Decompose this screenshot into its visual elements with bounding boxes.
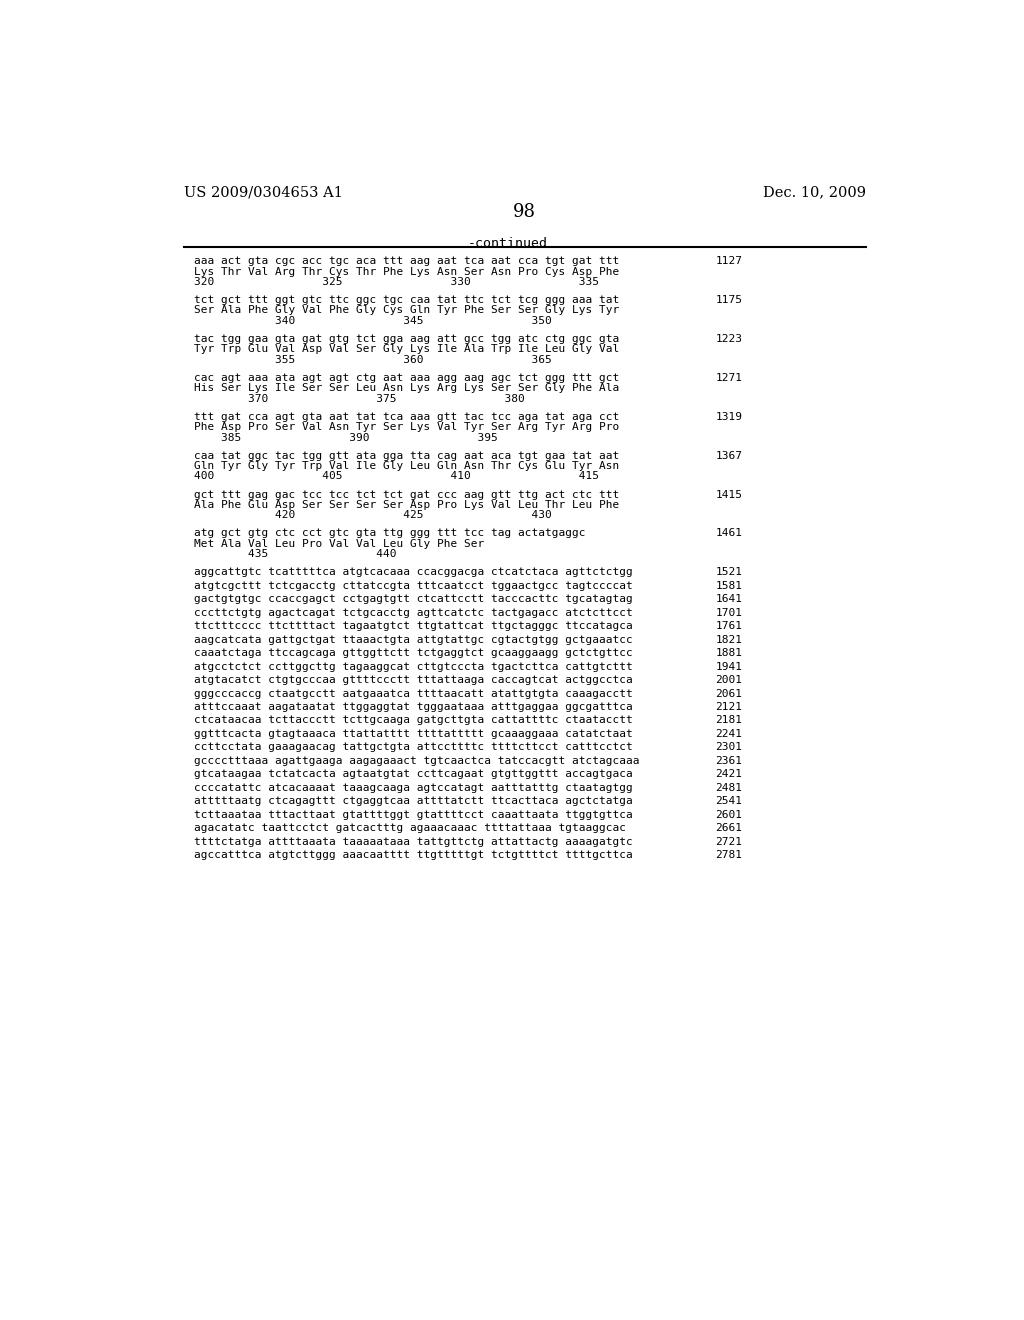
Text: 98: 98 — [513, 203, 537, 220]
Text: ttt gat cca agt gta aat tat tca aaa gtt tac tcc aga tat aga cct: ttt gat cca agt gta aat tat tca aaa gtt … — [194, 412, 620, 421]
Text: Tyr Trp Glu Val Asp Val Ser Gly Lys Ile Ala Trp Ile Leu Gly Val: Tyr Trp Glu Val Asp Val Ser Gly Lys Ile … — [194, 345, 620, 354]
Text: 2721: 2721 — [716, 837, 742, 846]
Text: ccccatattc atcacaaaat taaagcaaga agtccatagt aatttatttg ctaatagtgg: ccccatattc atcacaaaat taaagcaaga agtccat… — [194, 783, 633, 793]
Text: US 2009/0304653 A1: US 2009/0304653 A1 — [183, 185, 343, 199]
Text: caaatctaga ttccagcaga gttggttctt tctgaggtct gcaaggaagg gctctgttcc: caaatctaga ttccagcaga gttggttctt tctgagg… — [194, 648, 633, 659]
Text: Phe Asp Pro Ser Val Asn Tyr Ser Lys Val Tyr Ser Arg Tyr Arg Pro: Phe Asp Pro Ser Val Asn Tyr Ser Lys Val … — [194, 422, 620, 432]
Text: 1701: 1701 — [716, 607, 742, 618]
Text: 1461: 1461 — [716, 528, 742, 539]
Text: 2661: 2661 — [716, 824, 742, 833]
Text: Dec. 10, 2009: Dec. 10, 2009 — [763, 185, 866, 199]
Text: gggcccaccg ctaatgcctt aatgaaatca ttttaacatt atattgtgta caaagacctt: gggcccaccg ctaatgcctt aatgaaatca ttttaac… — [194, 689, 633, 698]
Text: 2781: 2781 — [716, 850, 742, 861]
Text: 385                390                395: 385 390 395 — [194, 433, 498, 442]
Text: 435                440: 435 440 — [194, 549, 396, 560]
Text: 1175: 1175 — [716, 296, 742, 305]
Text: agccatttca atgtcttggg aaacaatttt ttgtttttgt tctgttttct ttttgcttca: agccatttca atgtcttggg aaacaatttt ttgtttt… — [194, 850, 633, 861]
Text: atttccaaat aagataatat ttggaggtat tgggaataaa atttgaggaa ggcgatttca: atttccaaat aagataatat ttggaggtat tgggaat… — [194, 702, 633, 711]
Text: gactgtgtgc ccaccgagct cctgagtgtt ctcattcctt tacccacttc tgcatagtag: gactgtgtgc ccaccgagct cctgagtgtt ctcattc… — [194, 594, 633, 605]
Text: 1941: 1941 — [716, 661, 742, 672]
Text: aagcatcata gattgctgat ttaaactgta attgtattgc cgtactgtgg gctgaaatcc: aagcatcata gattgctgat ttaaactgta attgtat… — [194, 635, 633, 644]
Text: caa tat ggc tac tgg gtt ata gga tta cag aat aca tgt gaa tat aat: caa tat ggc tac tgg gtt ata gga tta cag … — [194, 450, 620, 461]
Text: atttttaatg ctcagagttt ctgaggtcaa attttatctt ttcacttaca agctctatga: atttttaatg ctcagagttt ctgaggtcaa attttat… — [194, 796, 633, 807]
Text: 2481: 2481 — [716, 783, 742, 793]
Text: ttttctatga attttaaata taaaaataaa tattgttctg attattactg aaaagatgtc: ttttctatga attttaaata taaaaataaa tattgtt… — [194, 837, 633, 846]
Text: 320                325                330                335: 320 325 330 335 — [194, 277, 599, 286]
Text: 1581: 1581 — [716, 581, 742, 591]
Text: atg gct gtg ctc cct gtc gta ttg ggg ttt tcc tag actatgaggc: atg gct gtg ctc cct gtc gta ttg ggg ttt … — [194, 528, 586, 539]
Text: ggtttcacta gtagtaaaca ttattatttt ttttattttt gcaaaggaaa catatctaat: ggtttcacta gtagtaaaca ttattatttt ttttatt… — [194, 729, 633, 739]
Text: 340                345                350: 340 345 350 — [194, 315, 552, 326]
Text: 1367: 1367 — [716, 450, 742, 461]
Text: 2541: 2541 — [716, 796, 742, 807]
Text: 2301: 2301 — [716, 742, 742, 752]
Text: 355                360                365: 355 360 365 — [194, 355, 552, 364]
Text: 370                375                380: 370 375 380 — [194, 393, 524, 404]
Text: 1223: 1223 — [716, 334, 742, 345]
Text: 1821: 1821 — [716, 635, 742, 644]
Text: 1761: 1761 — [716, 622, 742, 631]
Text: atgcctctct ccttggcttg tagaaggcat cttgtcccta tgactcttca cattgtcttt: atgcctctct ccttggcttg tagaaggcat cttgtcc… — [194, 661, 633, 672]
Text: aggcattgtc tcatttttca atgtcacaaa ccacggacga ctcatctaca agttctctgg: aggcattgtc tcatttttca atgtcacaaa ccacgga… — [194, 568, 633, 577]
Text: atgtcgcttt tctcgacctg cttatccgta tttcaatcct tggaactgcc tagtccccat: atgtcgcttt tctcgacctg cttatccgta tttcaat… — [194, 581, 633, 591]
Text: 420                425                430: 420 425 430 — [194, 511, 552, 520]
Text: gcccctttaaa agattgaaga aagagaaact tgtcaactca tatccacgtt atctagcaaa: gcccctttaaa agattgaaga aagagaaact tgtcaa… — [194, 756, 639, 766]
Text: cac agt aaa ata agt agt ctg aat aaa agg aag agc tct ggg ttt gct: cac agt aaa ata agt agt ctg aat aaa agg … — [194, 372, 620, 383]
Text: cccttctgtg agactcagat tctgcacctg agttcatctc tactgagacc atctcttcct: cccttctgtg agactcagat tctgcacctg agttcat… — [194, 607, 633, 618]
Text: 1319: 1319 — [716, 412, 742, 421]
Text: Gln Tyr Gly Tyr Trp Val Ile Gly Leu Gln Asn Thr Cys Glu Tyr Asn: Gln Tyr Gly Tyr Trp Val Ile Gly Leu Gln … — [194, 461, 620, 471]
Text: tct gct ttt ggt gtc ttc ggc tgc caa tat ttc tct tcg ggg aaa tat: tct gct ttt ggt gtc ttc ggc tgc caa tat … — [194, 296, 620, 305]
Text: gtcataagaa tctatcacta agtaatgtat ccttcagaat gtgttggttt accagtgaca: gtcataagaa tctatcacta agtaatgtat ccttcag… — [194, 770, 633, 779]
Text: 1641: 1641 — [716, 594, 742, 605]
Text: 1881: 1881 — [716, 648, 742, 659]
Text: -continued: -continued — [468, 238, 548, 249]
Text: 1415: 1415 — [716, 490, 742, 499]
Text: 400                405                410                415: 400 405 410 415 — [194, 471, 599, 482]
Text: Lys Thr Val Arg Thr Cys Thr Phe Lys Asn Ser Asn Pro Cys Asp Phe: Lys Thr Val Arg Thr Cys Thr Phe Lys Asn … — [194, 267, 620, 277]
Text: Ala Phe Glu Asp Ser Ser Ser Ser Asp Pro Lys Val Leu Thr Leu Phe: Ala Phe Glu Asp Ser Ser Ser Ser Asp Pro … — [194, 500, 620, 510]
Text: gct ttt gag gac tcc tcc tct tct gat ccc aag gtt ttg act ctc ttt: gct ttt gag gac tcc tcc tct tct gat ccc … — [194, 490, 620, 499]
Text: agacatatc taattcctct gatcactttg agaaacaaac ttttattaaa tgtaaggcac: agacatatc taattcctct gatcactttg agaaacaa… — [194, 824, 626, 833]
Text: 2361: 2361 — [716, 756, 742, 766]
Text: His Ser Lys Ile Ser Ser Leu Asn Lys Arg Lys Ser Ser Gly Phe Ala: His Ser Lys Ile Ser Ser Leu Asn Lys Arg … — [194, 383, 620, 393]
Text: 1521: 1521 — [716, 568, 742, 577]
Text: ctcataacaa tcttaccctt tcttgcaaga gatgcttgta cattattttc ctaatacctt: ctcataacaa tcttaccctt tcttgcaaga gatgctt… — [194, 715, 633, 726]
Text: 1127: 1127 — [716, 256, 742, 267]
Text: 1271: 1271 — [716, 372, 742, 383]
Text: ttctttcccc ttcttttact tagaatgtct ttgtattcat ttgctagggc ttccatagca: ttctttcccc ttcttttact tagaatgtct ttgtatt… — [194, 622, 633, 631]
Text: 2421: 2421 — [716, 770, 742, 779]
Text: 2121: 2121 — [716, 702, 742, 711]
Text: Met Ala Val Leu Pro Val Val Leu Gly Phe Ser: Met Ala Val Leu Pro Val Val Leu Gly Phe … — [194, 539, 484, 549]
Text: tac tgg gaa gta gat gtg tct gga aag att gcc tgg atc ctg ggc gta: tac tgg gaa gta gat gtg tct gga aag att … — [194, 334, 620, 345]
Text: atgtacatct ctgtgcccaa gttttccctt tttattaaga caccagtcat actggcctca: atgtacatct ctgtgcccaa gttttccctt tttatta… — [194, 675, 633, 685]
Text: tcttaaataa tttacttaat gtattttggt gtattttcct caaattaata ttggtgttca: tcttaaataa tttacttaat gtattttggt gtatttt… — [194, 810, 633, 820]
Text: aaa act gta cgc acc tgc aca ttt aag aat tca aat cca tgt gat ttt: aaa act gta cgc acc tgc aca ttt aag aat … — [194, 256, 620, 267]
Text: 2241: 2241 — [716, 729, 742, 739]
Text: 2001: 2001 — [716, 675, 742, 685]
Text: Ser Ala Phe Gly Val Phe Gly Cys Gln Tyr Phe Ser Ser Gly Lys Tyr: Ser Ala Phe Gly Val Phe Gly Cys Gln Tyr … — [194, 305, 620, 315]
Text: 2061: 2061 — [716, 689, 742, 698]
Text: 2601: 2601 — [716, 810, 742, 820]
Text: 2181: 2181 — [716, 715, 742, 726]
Text: ccttcctata gaaagaacag tattgctgta attccttttc ttttcttcct catttcctct: ccttcctata gaaagaacag tattgctgta attcctt… — [194, 742, 633, 752]
